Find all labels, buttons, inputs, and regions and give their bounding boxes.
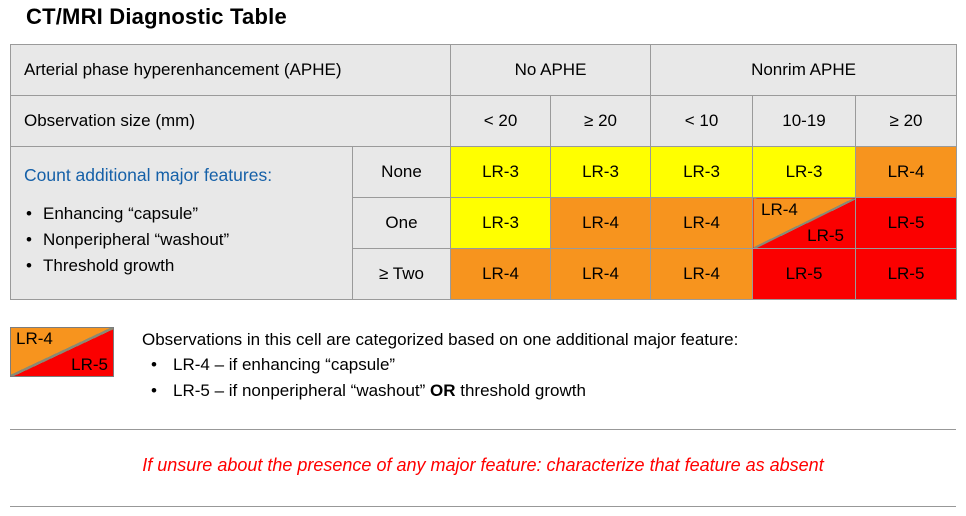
legend-bullet-list: LR-4 – if enhancing “capsule” LR-5 – if … <box>142 355 882 401</box>
diagnostic-table: Arterial phase hyperenhancement (APHE) N… <box>10 44 958 300</box>
legend-lr4-label: LR-4 <box>16 329 53 348</box>
grid-row-none: Count additional major features: Enhanci… <box>10 146 958 300</box>
split-cell-lr5-label: LR-5 <box>807 226 844 245</box>
cell-two-lt20: LR-4 <box>450 248 551 300</box>
cell-one-10-19-split: LR-4 LR-5 <box>752 197 856 249</box>
row-label-ge-two: ≥ Two <box>352 248 451 300</box>
size-col-lt20: < 20 <box>450 95 551 147</box>
nonrim-aphe-header: Nonrim APHE <box>649 44 958 96</box>
cell-none-lt10: LR-3 <box>650 146 753 198</box>
divider-line-bottom <box>10 506 956 507</box>
feature-nonperipheral-washout: Nonperipheral “washout” <box>24 230 344 249</box>
legend-intro: Observations in this cell are categorize… <box>142 330 739 349</box>
size-col-10-19: 10-19 <box>752 95 856 147</box>
legend-bullet-lr5-pre: LR-5 – if nonperipheral “washout” <box>173 381 431 400</box>
feature-enhancing-capsule: Enhancing “capsule” <box>24 204 344 223</box>
cell-one-ge20noaphe: LR-4 <box>550 197 651 249</box>
size-col-lt10: < 10 <box>650 95 753 147</box>
aphe-row-label: Arterial phase hyperenhancement (APHE) <box>10 44 451 96</box>
cell-two-10-19: LR-5 <box>752 248 856 300</box>
cell-one-ge20nonrim: LR-5 <box>854 197 958 249</box>
divider-line-top <box>10 429 956 430</box>
cell-two-lt10: LR-4 <box>650 248 753 300</box>
legend-text-block: Observations in this cell are categorize… <box>142 330 882 407</box>
grid-row-one: One LR-3 LR-4 LR-4 LR-4 LR-5 LR-5 <box>11 197 958 249</box>
legend-bullet-lr4: LR-4 – if enhancing “capsule” <box>142 355 882 375</box>
cell-none-lt20: LR-3 <box>450 146 551 198</box>
unsure-feature-note: If unsure about the presence of any majo… <box>142 455 824 475</box>
size-header-row: Observation size (mm) < 20 ≥ 20 < 10 10-… <box>10 95 958 147</box>
legend-split-cell-swatch: LR-4 LR-5 <box>10 327 114 377</box>
cell-one-lt20: LR-3 <box>450 197 551 249</box>
legend-bullet-lr5: LR-5 – if nonperipheral “washout” OR thr… <box>142 381 882 401</box>
split-cell-lr4-label: LR-4 <box>761 200 798 219</box>
size-row-label: Observation size (mm) <box>10 95 451 147</box>
size-col-ge20-nonrim: ≥ 20 <box>854 95 958 147</box>
size-col-ge20-noaphe: ≥ 20 <box>550 95 651 147</box>
major-features-heading: Count additional major features: <box>24 165 273 185</box>
cell-none-ge20noaphe: LR-3 <box>550 146 651 198</box>
aphe-header-row: Arterial phase hyperenhancement (APHE) N… <box>10 44 958 96</box>
row-label-one: One <box>352 197 451 249</box>
major-features-list: Enhancing “capsule” Nonperipheral “washo… <box>24 204 344 275</box>
cell-one-lt10: LR-4 <box>650 197 753 249</box>
no-aphe-header: No APHE <box>450 44 651 96</box>
row-label-none: None <box>352 146 451 198</box>
feature-threshold-growth: Threshold growth <box>24 256 344 275</box>
cell-two-ge20noaphe: LR-4 <box>550 248 651 300</box>
legend-bullet-lr5-or: OR <box>430 381 456 400</box>
page-title: CT/MRI Diagnostic Table <box>26 4 287 29</box>
major-features-cell: Count additional major features: Enhanci… <box>10 146 353 300</box>
cell-none-ge20nonrim: LR-4 <box>854 146 958 198</box>
cell-two-ge20nonrim: LR-5 <box>854 248 958 300</box>
grid-row-two-or-more: ≥ Two LR-4 LR-4 LR-4 LR-5 LR-5 <box>11 248 958 300</box>
legend-bullet-lr5-post: threshold growth <box>455 381 586 400</box>
cell-none-10-19: LR-3 <box>752 146 856 198</box>
legend-lr5-label: LR-5 <box>71 355 108 374</box>
